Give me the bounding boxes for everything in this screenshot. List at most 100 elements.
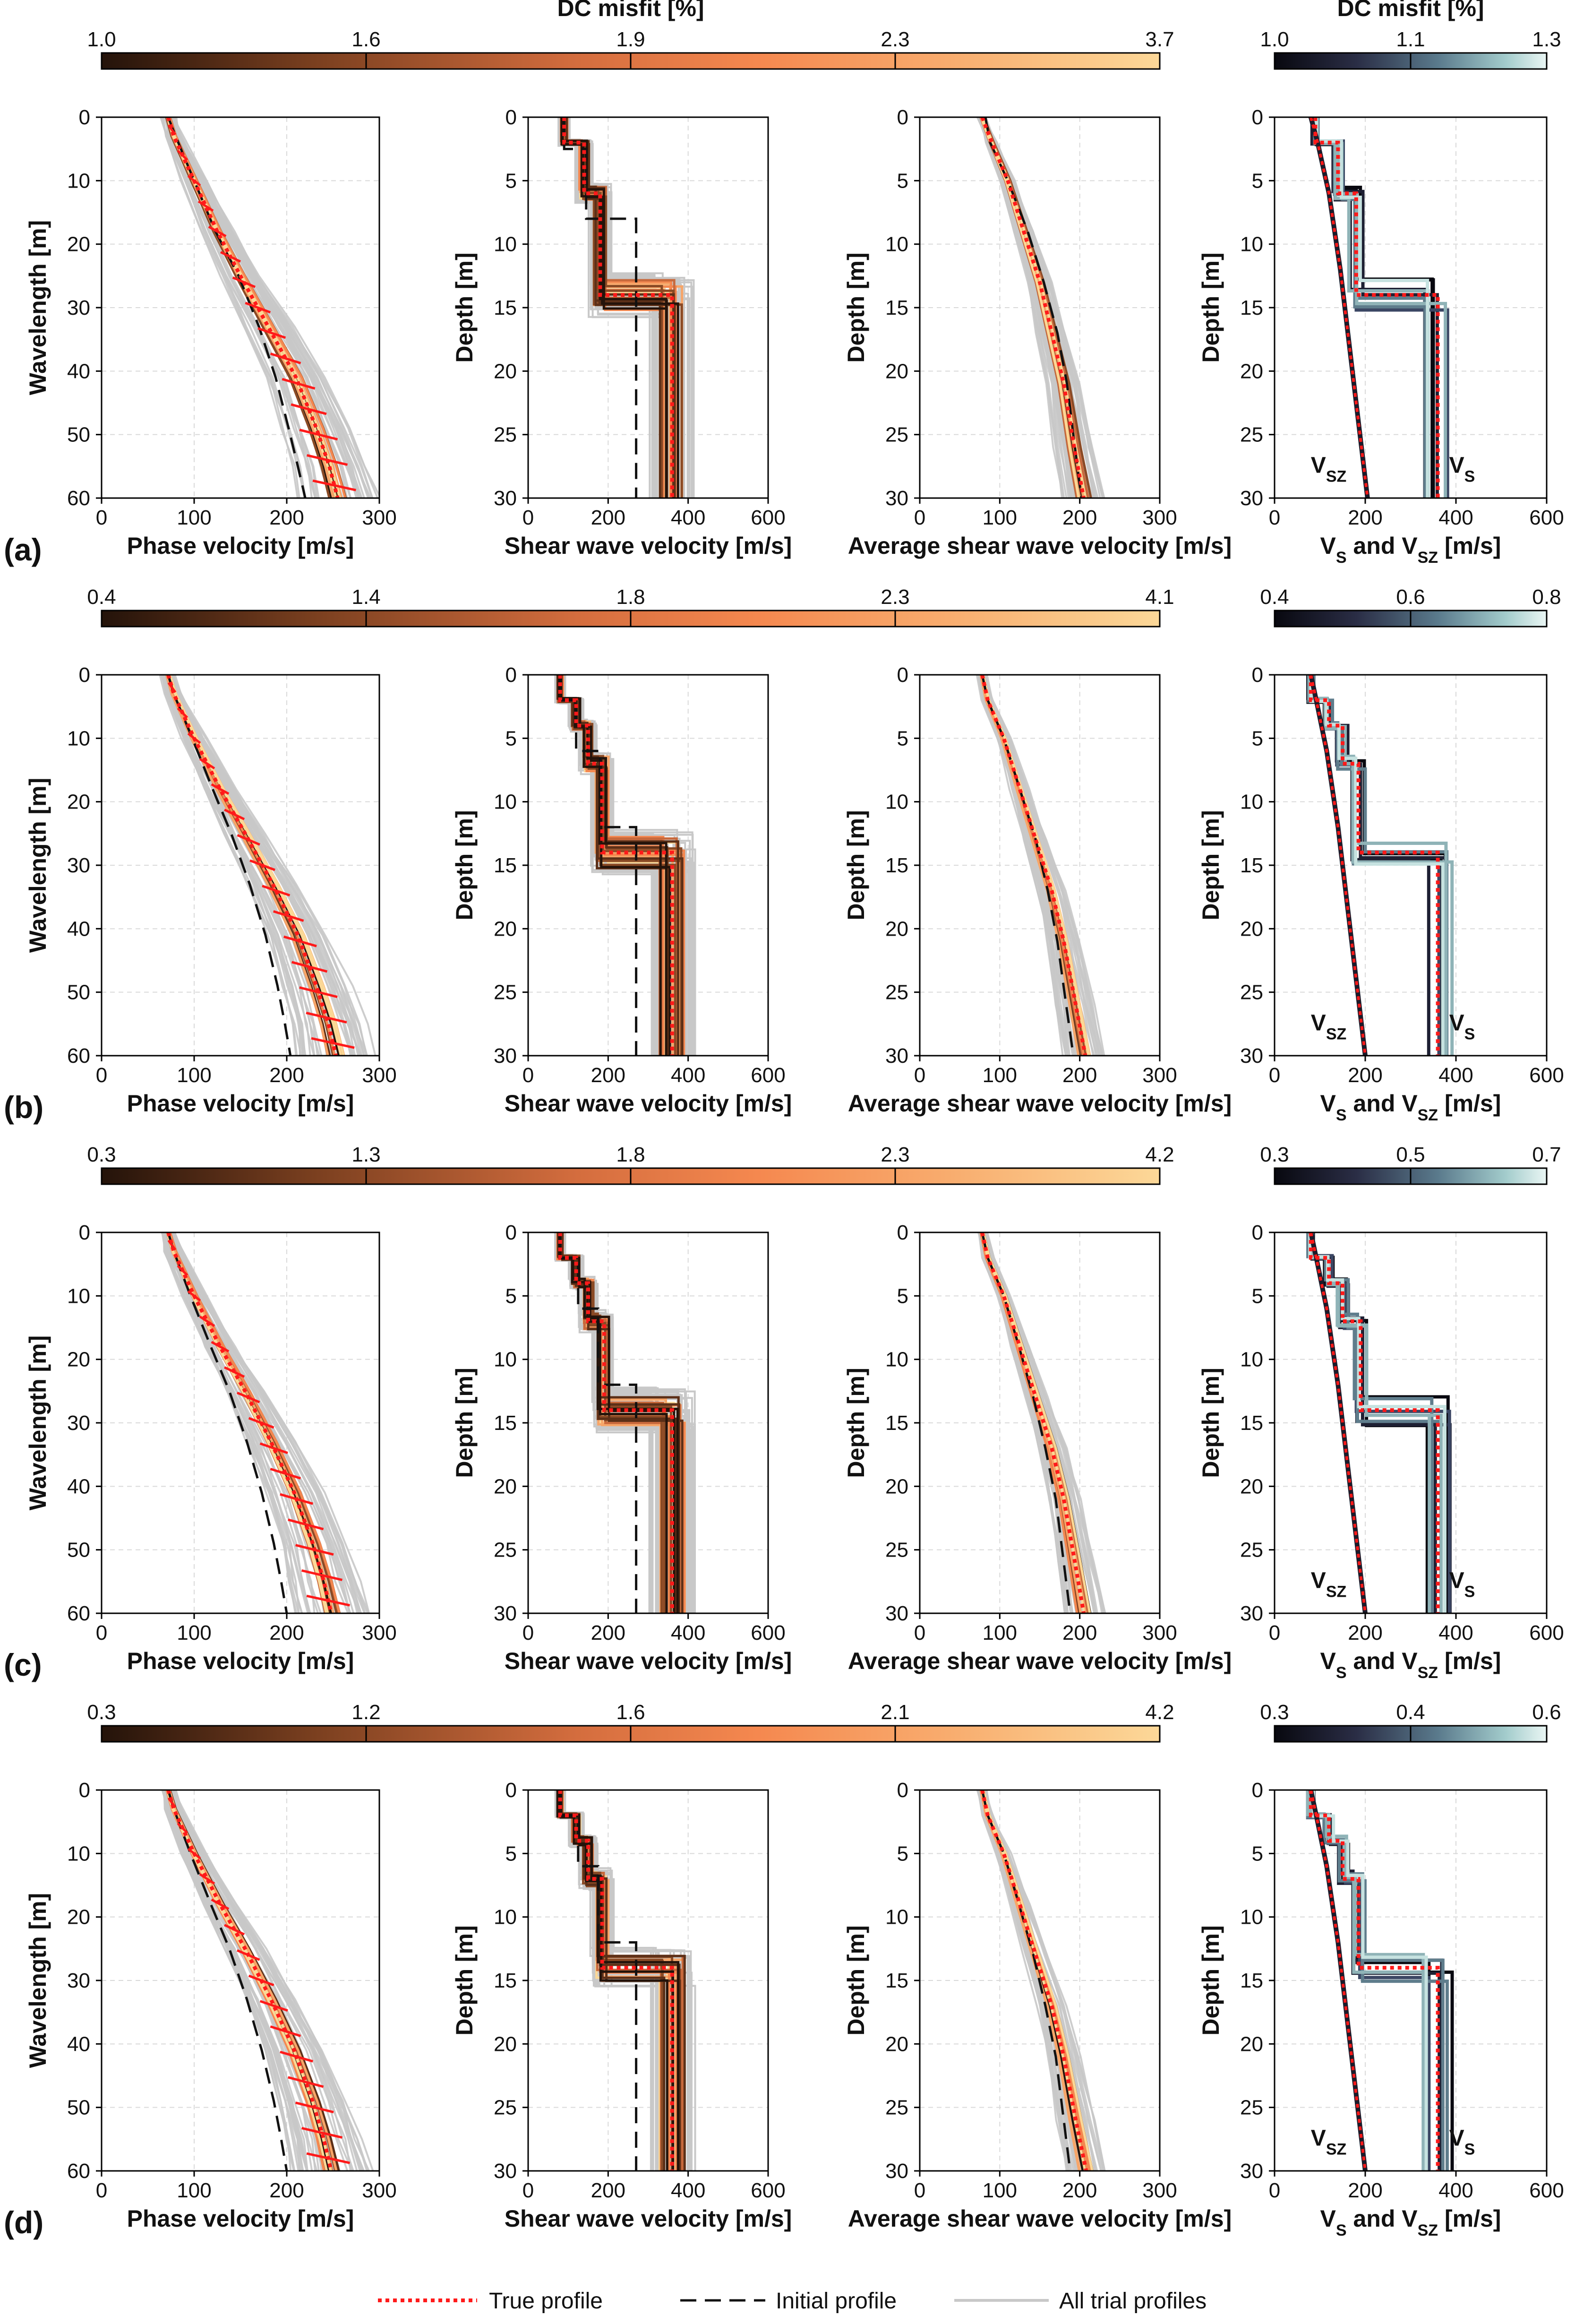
error-bar	[270, 1468, 301, 1480]
x-tick-label: 100	[177, 1064, 211, 1087]
error-bar	[167, 124, 177, 136]
panel-step: 0 200 400 600 0 5 10 15 20 25 30 Shear wave velocit…	[451, 1221, 792, 1674]
trial-profile-line	[165, 117, 317, 498]
true-profile-line	[558, 675, 674, 1056]
figure-row: 0.3 1.2 1.6 2.1 4.2 0.3 0.4 0.60 100 200 300010203…	[4, 1701, 1564, 2240]
x-tick-label: 100	[983, 1621, 1017, 1644]
misfit-colorbar-tick-label: 4.1	[1145, 585, 1174, 609]
error-bar	[288, 2076, 324, 2088]
panel-line: 0 100 200 300 0 5 10 15 20 25 30 Average shear wave…	[843, 1779, 1232, 2232]
misfit-colorbar: 0.3 1.3 1.8 2.3 4.2	[87, 1143, 1174, 1185]
x-tick-label: 400	[1438, 506, 1473, 529]
error-bar	[199, 1873, 215, 1885]
error-bar	[248, 1417, 274, 1429]
misfit-colorbar-tick-label: 1.6	[351, 28, 380, 51]
y-tick-label: 10	[1240, 1906, 1263, 1929]
trial-profiles	[161, 1232, 370, 1613]
y-tick-label: 15	[1240, 296, 1263, 319]
error-bar	[236, 1949, 260, 1961]
trial-profile-line	[162, 675, 306, 1056]
y-tick-label: 0	[897, 1221, 908, 1244]
error-bar	[291, 403, 327, 415]
y-tick-label: 10	[885, 1348, 908, 1371]
x-tick-label: 600	[1529, 1064, 1564, 1087]
x-tick-label: 300	[1142, 1064, 1177, 1087]
x-tick-label: 0	[96, 506, 107, 529]
y-tick-label: 10	[885, 1906, 908, 1929]
y-tick-label: 0	[79, 663, 90, 687]
x-tick-label: 600	[751, 2179, 785, 2202]
x-tick-label: 200	[269, 1064, 304, 1087]
y-axis-label: Wavelength [m]	[25, 1893, 51, 2068]
initial-profile-line	[167, 1232, 288, 1613]
best-profile-line	[557, 675, 668, 1056]
y-tick-label: 0	[79, 106, 90, 129]
trial-profile-line	[167, 675, 316, 1056]
y-axis-label: Depth [m]	[1198, 1925, 1224, 2035]
trial-profile-line	[172, 1790, 369, 2171]
panel-step: 0 200 400 600 0 5 10 15 20 25 30 Shear wave velocit…	[451, 106, 792, 559]
y-axis-label: Wavelength [m]	[25, 778, 51, 953]
misfit-colorbar-tick-label: 1.8	[616, 1143, 645, 1166]
error-bar	[307, 454, 348, 466]
vs-misfit-colorbar-tick-label: 0.8	[1532, 585, 1561, 609]
error-bar	[245, 301, 271, 314]
y-tick-label: 40	[67, 2032, 90, 2056]
true-profile-line	[980, 675, 1087, 1056]
x-tick-label: 400	[1438, 1621, 1473, 1644]
y-tick-label: 25	[494, 2096, 517, 2119]
misfit-colorbar-tick-label: 0.3	[87, 1143, 116, 1166]
error-bar	[187, 1290, 201, 1302]
y-tick-label: 15	[494, 854, 517, 877]
x-tick-label: 300	[362, 2179, 396, 2202]
y-tick-label: 30	[67, 1969, 90, 1992]
y-tick-label: 10	[1240, 233, 1263, 256]
x-tick-label: 100	[177, 2179, 211, 2202]
error-bar	[167, 682, 177, 693]
x-tick-label: 600	[1529, 1621, 1564, 1644]
y-tick-label: 30	[885, 1044, 908, 1067]
y-tick-label: 5	[505, 169, 517, 192]
y-tick-label: 0	[1252, 663, 1263, 687]
vs-misfit-colorbar-tick-label: 0.4	[1396, 1701, 1425, 1724]
y-tick-label: 20	[494, 360, 517, 383]
y-tick-label: 0	[1252, 1779, 1263, 1802]
y-axis-label: Depth [m]	[1198, 810, 1224, 920]
misfit-colorbar: 0.3 1.2 1.6 2.1 4.2	[87, 1701, 1174, 1743]
x-tick-label: 200	[269, 2179, 304, 2202]
trial-profile-line	[169, 675, 356, 1056]
trial-profile-line	[170, 1232, 370, 1613]
legend-initial-label: Initial profile	[776, 2289, 897, 2314]
y-tick-label: 0	[1252, 106, 1263, 129]
y-tick-label: 60	[67, 1602, 90, 1625]
panel-line: 0 100 200 300 0 5 10 15 20 25 30 Average shear wave…	[843, 1221, 1232, 1674]
misfit-colorbar-tick-label: 1.0	[87, 28, 116, 51]
x-tick-label: 400	[671, 1064, 705, 1087]
y-tick-label: 30	[67, 854, 90, 877]
trial-profile-line	[170, 1232, 362, 1613]
x-tick-label: 0	[1269, 1621, 1280, 1644]
trial-profile-line	[976, 675, 1068, 1056]
misfit-colorbar-tick-label: 2.3	[881, 28, 909, 51]
vsz-annotation: VSZ	[1311, 1010, 1346, 1043]
error-bar	[259, 1442, 288, 1455]
vs-misfit-colorbar-tick-label: 0.4	[1260, 585, 1289, 609]
y-tick-label: 5	[897, 1842, 908, 1865]
y-tick-label: 30	[67, 1412, 90, 1435]
x-tick-label: 0	[1269, 2179, 1280, 2202]
figure-row: DC misfit [%]1.0 1.6 1.9 2.3 3.7DC misfit [%…	[4, 0, 1564, 567]
y-tick-label: 5	[1252, 169, 1263, 192]
y-tick-label: 30	[494, 1602, 517, 1625]
x-tick-label: 100	[983, 506, 1017, 529]
x-tick-label: 600	[1529, 2179, 1564, 2202]
y-tick-label: 40	[67, 1475, 90, 1498]
y-tick-label: 25	[885, 2096, 908, 2119]
row-label: (c)	[4, 1647, 42, 1682]
error-bar	[208, 225, 227, 237]
error-bar	[187, 175, 201, 187]
y-tick-label: 25	[885, 981, 908, 1004]
y-tick-label: 20	[885, 1475, 908, 1498]
y-tick-label: 20	[885, 360, 908, 383]
initial-profile-line	[167, 675, 292, 1056]
panel-line: 0 100 200 300 0 10 20 30 40 50 60 Phase velocity [m…	[25, 106, 397, 559]
